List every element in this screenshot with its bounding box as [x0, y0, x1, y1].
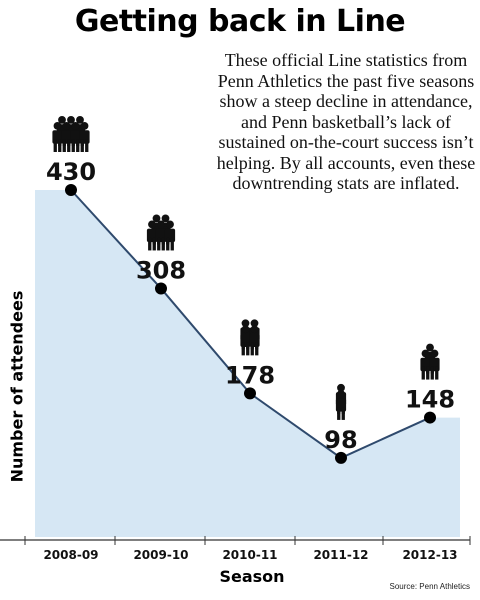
chart-title: Getting back in Line	[74, 4, 406, 39]
y-axis-label: Number of attendees	[7, 290, 27, 483]
x-tick-label: 2012-13	[402, 548, 457, 562]
area-fill-shape	[35, 190, 460, 537]
data-point	[65, 184, 77, 196]
x-tick-label: 2011-12	[313, 548, 368, 562]
people-group-icon	[420, 343, 440, 380]
data-label: 178	[225, 361, 275, 389]
data-label: 430	[46, 158, 96, 186]
x-tick-labels: 2008-09 2009-10 2010-11 2011-12 2012-13	[43, 548, 457, 562]
x-tick-label: 2010-11	[222, 548, 277, 562]
data-labels: 430 308 178 98 148	[46, 158, 455, 454]
data-point	[155, 282, 167, 295]
source-note: Source: Penn Athletics	[389, 582, 471, 591]
data-point	[424, 411, 436, 424]
x-axis-label: Season	[219, 567, 285, 586]
data-label: 98	[324, 426, 357, 454]
chart-description: These official Line statistics from Penn…	[216, 50, 476, 193]
x-tick-label: 2009-10	[133, 548, 188, 562]
data-points	[65, 184, 436, 464]
people-group-icon	[240, 319, 260, 356]
x-tick-label: 2008-09	[43, 548, 98, 562]
data-label: 308	[136, 256, 186, 284]
people-group-icon	[52, 116, 90, 152]
attendee-icons	[52, 116, 440, 420]
data-label: 148	[405, 386, 455, 414]
data-point	[244, 387, 256, 400]
people-group-icon	[146, 214, 176, 251]
people-group-icon	[335, 383, 347, 420]
axes	[0, 536, 471, 545]
data-point	[335, 451, 347, 464]
